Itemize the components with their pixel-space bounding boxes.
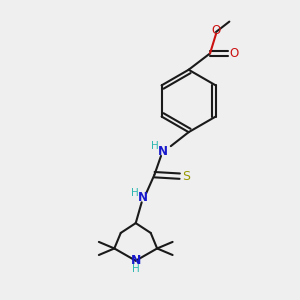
Text: S: S (182, 170, 190, 183)
Text: N: N (158, 145, 168, 158)
Text: H: H (151, 141, 159, 151)
Text: N: N (138, 191, 148, 204)
Text: H: H (131, 188, 139, 197)
Text: O: O (212, 24, 220, 37)
Text: N: N (130, 254, 141, 267)
Text: H: H (132, 264, 140, 274)
Text: O: O (229, 47, 239, 60)
